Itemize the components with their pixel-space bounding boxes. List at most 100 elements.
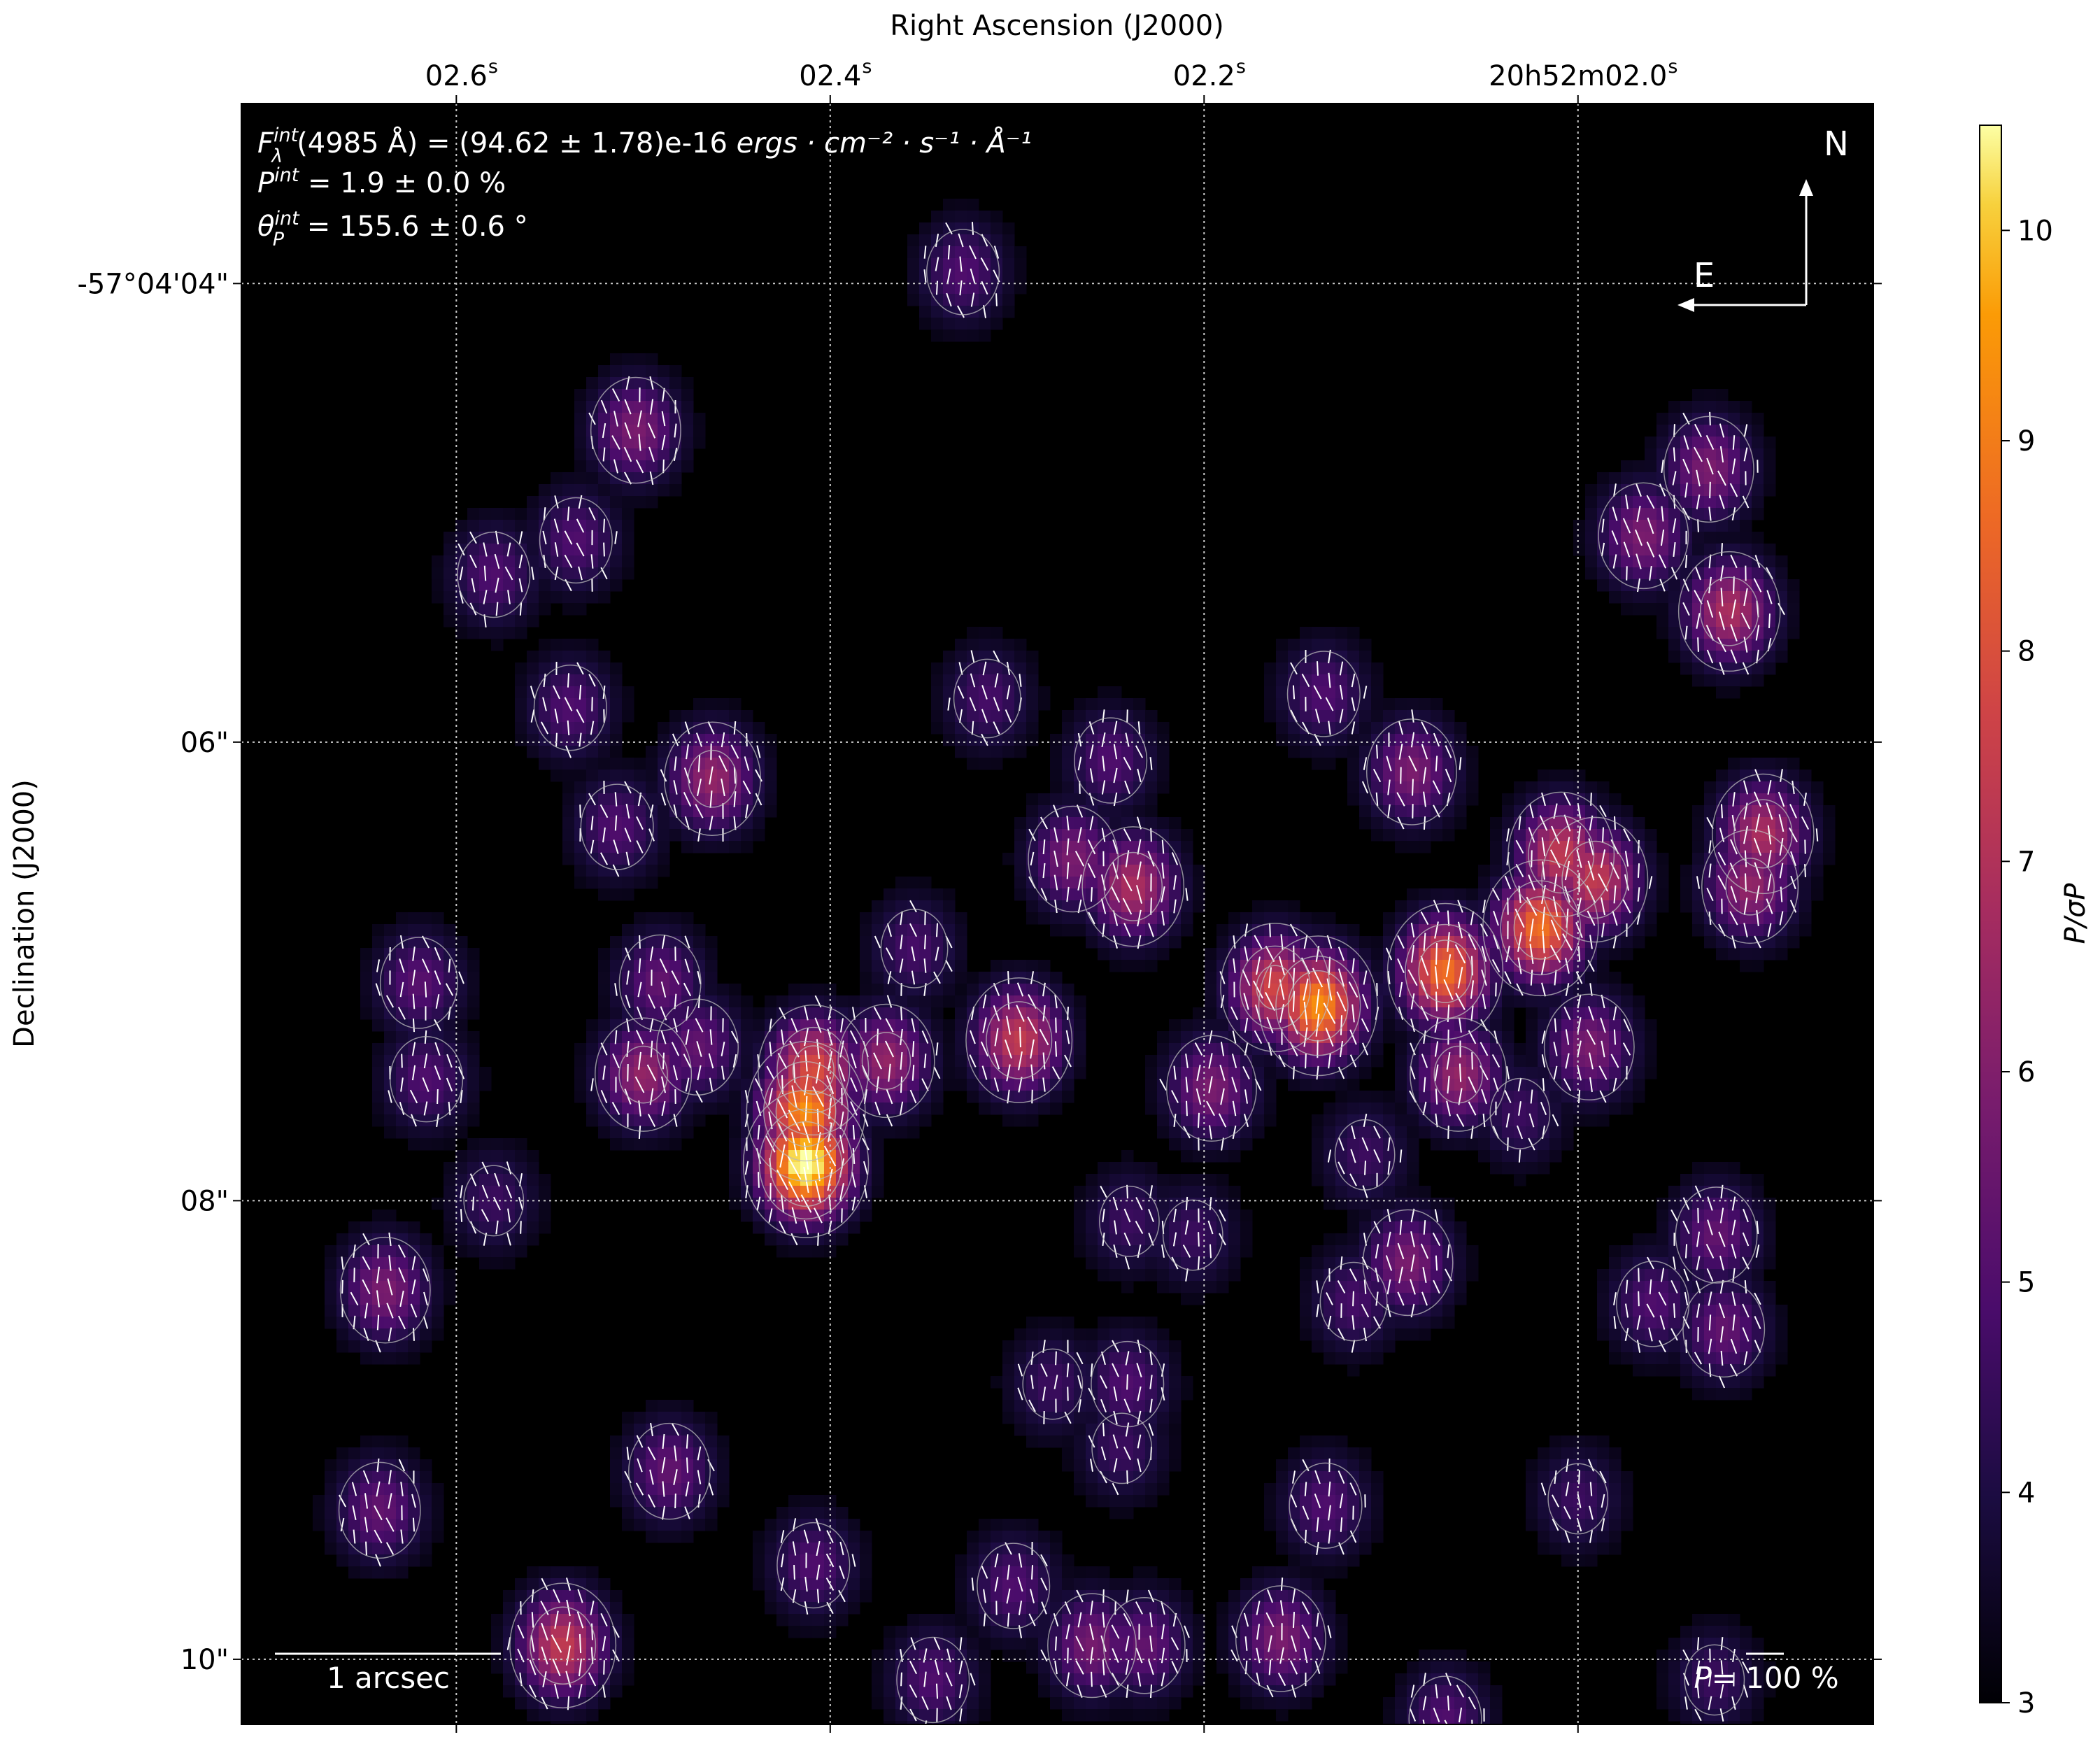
heatmap-cell <box>1716 389 1729 402</box>
heatmap-cell <box>1775 924 1788 937</box>
heatmap-cell <box>1573 984 1586 996</box>
heatmap-cell <box>1133 1483 1146 1496</box>
heatmap-cell <box>1692 389 1705 402</box>
heatmap-cell <box>717 841 730 853</box>
heatmap-cell <box>1216 1007 1229 1020</box>
heatmap-cell <box>455 1162 468 1175</box>
heatmap-cell <box>693 1031 706 1044</box>
heatmap-cell <box>396 1352 409 1365</box>
heatmap-cell <box>1526 1031 1538 1044</box>
heatmap-cell <box>1002 639 1015 651</box>
heatmap-cell <box>574 460 587 473</box>
heatmap-cell <box>515 1162 527 1175</box>
heatmap-cell <box>1347 1043 1360 1056</box>
heatmap-cell <box>491 591 504 604</box>
heatmap-cell <box>1145 1245 1158 1258</box>
heatmap-cell <box>1312 639 1324 651</box>
heatmap-cell <box>705 960 718 972</box>
heatmap-cell <box>1157 1043 1170 1056</box>
heatmap-cell <box>1359 817 1372 830</box>
heatmap-cell <box>1098 1483 1110 1496</box>
heatmap-cell <box>527 615 539 628</box>
heatmap-cell <box>634 758 646 770</box>
heatmap-cell <box>1228 1114 1241 1127</box>
heatmap-cell <box>586 1114 599 1127</box>
heatmap-cell <box>562 686 575 699</box>
heatmap-cell <box>1764 555 1776 568</box>
heatmap-cell <box>598 1055 611 1068</box>
heatmap-cell <box>610 1126 623 1139</box>
heatmap-cell <box>444 1233 456 1246</box>
heatmap-cell <box>955 912 967 925</box>
heatmap-cell <box>1573 793 1586 806</box>
heatmap-cell <box>444 591 456 604</box>
heatmap-cell <box>562 770 575 782</box>
heatmap-cell <box>872 1067 884 1079</box>
heatmap-cell <box>622 555 634 568</box>
heatmap-cell <box>1431 817 1443 830</box>
heatmap-cell <box>1169 1269 1182 1282</box>
heatmap-cell <box>1775 1305 1788 1317</box>
heatmap-cell <box>1704 1174 1717 1186</box>
heatmap-cell <box>1633 1067 1645 1079</box>
heatmap-cell <box>1645 924 1657 937</box>
heatmap-cell <box>1347 1091 1360 1103</box>
heatmap-cell <box>1704 900 1717 913</box>
heatmap-cell <box>1050 817 1063 830</box>
heatmap-cell <box>681 1531 694 1543</box>
heatmap-cell <box>1169 1103 1182 1115</box>
heatmap-cell <box>1395 758 1407 770</box>
heatmap-cell <box>848 1091 860 1103</box>
heatmap-cell <box>1585 995 1598 1008</box>
heatmap-cell <box>1621 1340 1633 1353</box>
heatmap-cell <box>1383 1150 1396 1163</box>
heatmap-cell <box>574 401 587 413</box>
heatmap-cell <box>384 960 397 972</box>
heatmap-cell <box>1621 1352 1633 1365</box>
heatmap-cell <box>1549 1055 1562 1068</box>
heatmap-cell <box>1347 936 1360 949</box>
heatmap-cell <box>991 1376 1003 1389</box>
heatmap-cell <box>919 972 932 984</box>
heatmap-cell <box>1764 770 1776 782</box>
heatmap-cell <box>1264 1507 1277 1519</box>
heatmap-cell <box>325 1471 337 1484</box>
heatmap-cell <box>1645 508 1657 520</box>
heatmap-cell <box>646 1126 658 1139</box>
heatmap-cell <box>1216 1126 1229 1139</box>
heatmap-cell <box>1276 1495 1289 1508</box>
heatmap-cell <box>444 1198 456 1210</box>
heatmap-cell <box>1205 1233 1217 1246</box>
heatmap-cell <box>1026 1079 1039 1091</box>
heatmap-cell <box>1288 746 1300 758</box>
heatmap-cell <box>1549 1103 1562 1115</box>
heatmap-cell <box>1014 282 1027 295</box>
heatmap-cell <box>955 199 967 211</box>
heatmap-cell <box>681 1424 694 1436</box>
heatmap-cell <box>384 1566 397 1579</box>
heatmap-cell <box>574 674 587 687</box>
heatmap-cell <box>1050 1424 1063 1436</box>
heatmap-cell <box>1633 544 1645 556</box>
heatmap-cell <box>586 567 599 580</box>
heatmap-cell <box>646 484 658 497</box>
heatmap-cell <box>479 532 492 544</box>
heatmap-cell <box>955 1031 967 1044</box>
heatmap-cell <box>1002 246 1015 259</box>
heatmap-cell <box>634 1412 646 1424</box>
heatmap-cell <box>1680 865 1693 877</box>
heatmap-cell <box>1407 817 1419 830</box>
heatmap-cell <box>1216 1079 1229 1091</box>
heatmap-cell <box>693 936 706 949</box>
heatmap-cell <box>955 1019 967 1032</box>
heatmap-cell <box>1549 1435 1562 1448</box>
heatmap-cell <box>1062 1079 1074 1091</box>
heatmap-cell <box>1300 912 1312 925</box>
heatmap-cell <box>860 960 872 972</box>
heatmap-cell <box>1145 746 1158 758</box>
heatmap-cell <box>1347 758 1360 770</box>
heatmap-cell <box>1086 1245 1098 1258</box>
heatmap-cell <box>455 936 468 949</box>
heatmap-cell <box>1704 401 1717 413</box>
heatmap-cell <box>1074 1233 1086 1246</box>
